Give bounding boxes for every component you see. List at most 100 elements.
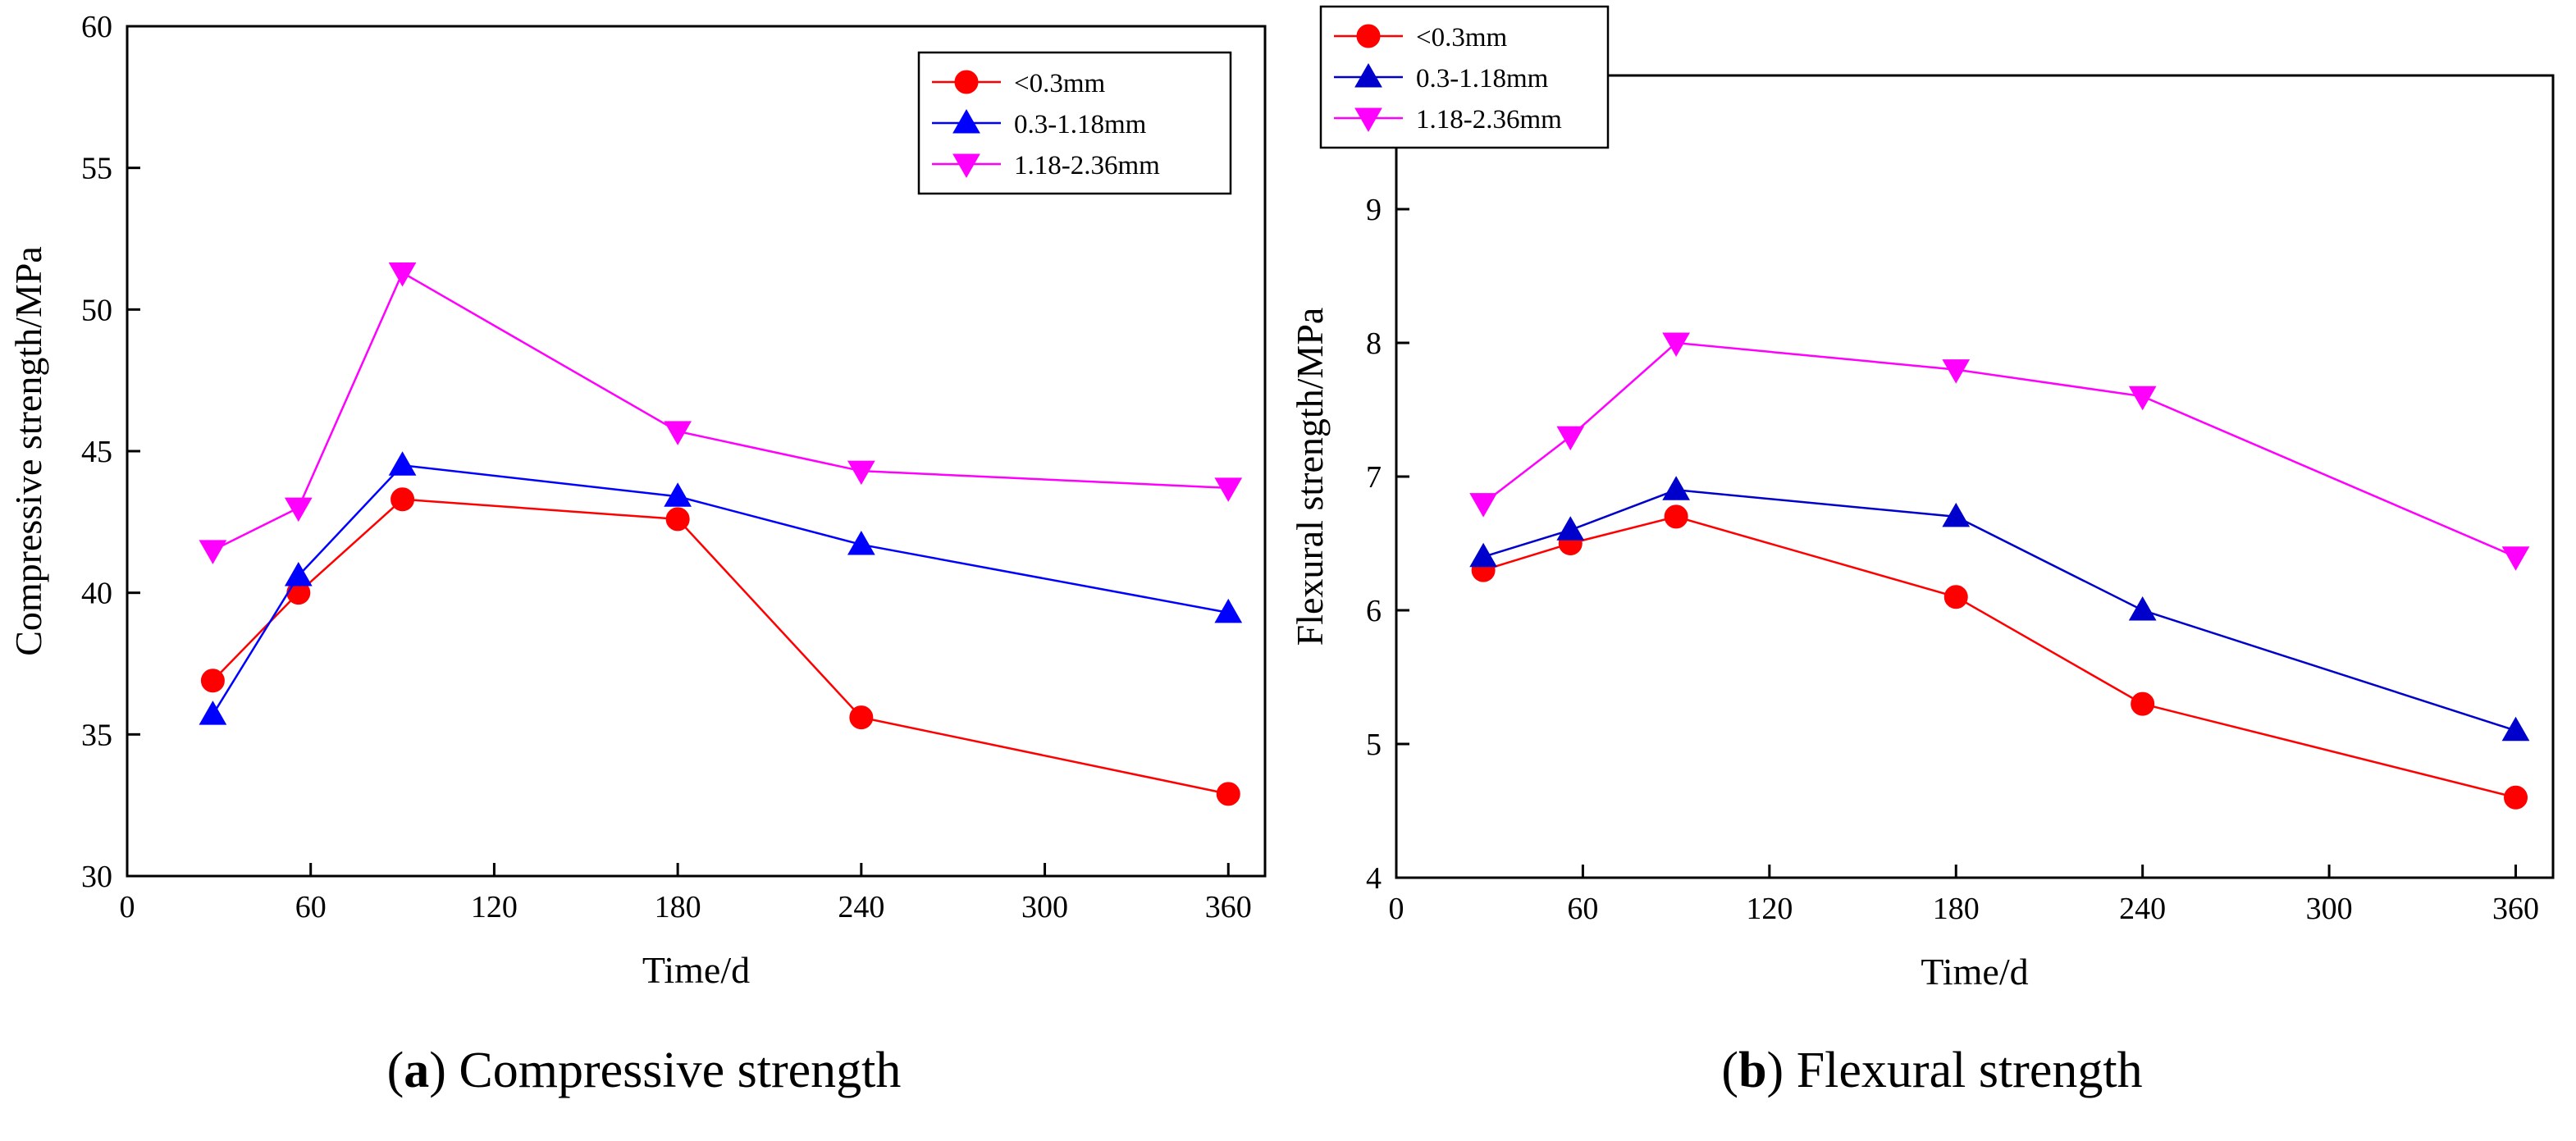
y-tick-label-a-6: 60 <box>81 10 112 44</box>
y-axis-label-a: Compressive strength/MPa <box>7 246 49 656</box>
data-point-b-0-4 <box>2131 691 2155 716</box>
data-point-a-0-0 <box>200 669 225 693</box>
data-point-b-1-0 <box>1469 542 1497 568</box>
chart-panel-b: 06012018024030036045678910Time/dFlexural… <box>1288 0 2576 1141</box>
x-axis-label-b: Time/d <box>1921 951 2028 993</box>
legend-label-a-1: 0.3-1.18mm <box>1014 110 1147 139</box>
x-tick-label-a-2: 120 <box>471 890 518 924</box>
series-line-b-2 <box>1482 341 2517 558</box>
data-point-b-2-2 <box>1662 332 1690 358</box>
data-point-b-1-3 <box>1942 502 1971 527</box>
y-tick-label-a-1: 35 <box>81 718 112 752</box>
data-point-a-0-2 <box>391 487 415 512</box>
data-point-a-0-5 <box>1216 782 1240 806</box>
data-point-b-1-5 <box>2501 716 2530 742</box>
y-tick-label-b-4: 8 <box>1366 326 1382 361</box>
data-point-b-1-1 <box>1556 516 1585 541</box>
data-point-b-2-5 <box>2501 546 2530 571</box>
y-tick-label-b-2: 6 <box>1366 594 1382 628</box>
caption-b: (b) Flexural strength <box>1721 1043 2143 1098</box>
x-tick-label-a-6: 360 <box>1205 890 1252 924</box>
caption-a: (a) Compressive strength <box>386 1043 902 1098</box>
x-tick-label-b-4: 240 <box>2119 892 2166 926</box>
data-point-a-1-5 <box>1214 598 1243 623</box>
data-point-a-2-1 <box>284 497 313 523</box>
legend-marker-b-2 <box>1354 107 1382 133</box>
x-tick-label-a-4: 240 <box>838 890 884 924</box>
caption-a-text: Compressive strength <box>459 1043 902 1098</box>
data-point-a-2-2 <box>388 262 417 287</box>
y-tick-label-b-3: 7 <box>1366 460 1382 495</box>
x-tick-label-a-3: 180 <box>655 890 701 924</box>
legend-marker-a-1 <box>952 108 980 134</box>
x-tick-label-b-3: 180 <box>1933 892 1980 926</box>
y-tick-label-a-0: 30 <box>81 860 112 894</box>
data-point-b-2-1 <box>1556 426 1585 451</box>
legend-label-b-2: 1.18-2.36mm <box>1416 105 1562 135</box>
data-point-a-1-4 <box>847 530 875 555</box>
x-tick-label-b-6: 360 <box>2492 892 2539 926</box>
data-point-a-2-3 <box>664 421 692 445</box>
data-point-b-2-0 <box>1469 493 1497 518</box>
data-point-a-1-2 <box>388 451 417 476</box>
legend-label-a-2: 1.18-2.36mm <box>1014 151 1160 180</box>
chart-panel-a: 0 60 120 180 240 300 360 30 35 40 45 50 55 60 Time/d Co… <box>7 10 1267 1098</box>
y-tick-label-a-2: 40 <box>81 577 112 611</box>
legend-marker-a-2 <box>952 153 980 179</box>
data-point-a-2-5 <box>1214 477 1243 502</box>
series-b-2 <box>1469 332 2530 571</box>
legend-label-b-0: <0.3mm <box>1416 23 1508 52</box>
series-b-0 <box>1471 504 2528 810</box>
data-point-b-1-2 <box>1662 476 1690 500</box>
data-point-b-0-2 <box>1664 504 1688 529</box>
series-line-a-0 <box>212 498 1229 796</box>
data-point-b-2-4 <box>2128 386 2157 411</box>
caption-b-letter: b <box>1738 1043 1767 1098</box>
series-a-2 <box>199 262 1243 564</box>
series-a-0 <box>200 487 1240 806</box>
legend-marker-a-0 <box>954 70 979 94</box>
data-point-a-0-3 <box>665 507 690 532</box>
x-tick-label-b-0: 0 <box>1389 892 1404 926</box>
x-tick-label-b-5: 300 <box>2306 892 2353 926</box>
legend-a: <0.3mm 0.3-1.18mm 1.18-2.36mm <box>917 51 1232 195</box>
data-point-a-1-3 <box>664 482 692 507</box>
data-point-b-0-5 <box>2504 785 2528 810</box>
y-tick-label-a-4: 50 <box>81 293 112 327</box>
y-tick-label-a-3: 45 <box>81 435 112 469</box>
x-tick-label-a-0: 0 <box>120 890 135 924</box>
data-point-a-2-4 <box>847 460 875 486</box>
data-point-a-1-0 <box>199 701 227 725</box>
legend-marker-b-1 <box>1354 62 1382 88</box>
x-tick-label-b-2: 120 <box>1746 892 1793 926</box>
data-point-b-1-4 <box>2128 596 2157 621</box>
series-line-b-0 <box>1482 515 2516 799</box>
x-axis-label-a: Time/d <box>642 949 750 991</box>
series-b-1 <box>1469 476 2530 742</box>
legend-label-a-0: <0.3mm <box>1014 69 1106 98</box>
legend-b: <0.3mm 0.3-1.18mm 1.18-2.36mm <box>1319 5 1610 149</box>
series-line-b-1 <box>1482 489 2516 732</box>
series-line-a-2 <box>212 271 1229 551</box>
caption-b-text: Flexural strength <box>1796 1043 2143 1098</box>
plot-frame-b <box>1395 74 2555 879</box>
data-point-a-2-0 <box>199 540 227 564</box>
y-tick-label-b-5: 9 <box>1366 193 1382 227</box>
x-tick-label-b-1: 60 <box>1567 892 1598 926</box>
y-axis-label-b: Flexural strength/MPa <box>1289 308 1331 646</box>
series-line-a-1 <box>212 463 1229 715</box>
flexural-strength-chart: 06012018024030036045678910Time/dFlexural… <box>1289 5 2555 993</box>
data-point-a-0-4 <box>849 705 874 730</box>
compressive-strength-chart: 0 60 120 180 240 300 360 30 35 40 45 50 55 60 Time/d Co… <box>7 10 1267 991</box>
y-tick-label-b-1: 5 <box>1366 728 1382 762</box>
legend-label-b-1: 0.3-1.18mm <box>1416 64 1549 94</box>
caption-a-letter: a <box>404 1043 430 1098</box>
x-tick-label-a-1: 60 <box>295 890 327 924</box>
y-tick-label-a-5: 55 <box>81 152 112 186</box>
data-point-b-0-3 <box>1943 585 1968 609</box>
data-point-a-1-1 <box>284 561 313 586</box>
x-tick-label-a-5: 300 <box>1021 890 1068 924</box>
data-point-b-2-3 <box>1942 359 1971 384</box>
series-a-1 <box>199 451 1243 725</box>
legend-marker-b-0 <box>1356 24 1381 48</box>
